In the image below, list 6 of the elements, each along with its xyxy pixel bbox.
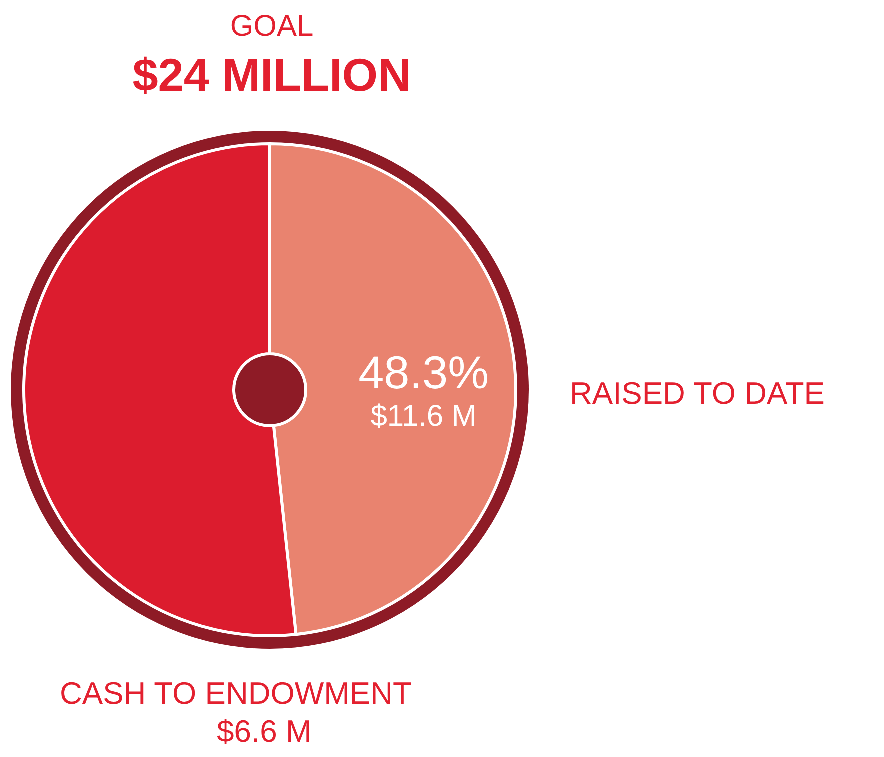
data-label: 48.3% $11.6 M (358, 346, 490, 433)
chart-title: GOAL (229, 10, 315, 44)
slice-label: RAISED TO DATE (570, 376, 825, 412)
text: CASH TO ENDOWMENT (60, 675, 412, 713)
text: $6.6 M (217, 713, 313, 751)
chart-subtitle: $24 MILLION (132, 48, 412, 102)
